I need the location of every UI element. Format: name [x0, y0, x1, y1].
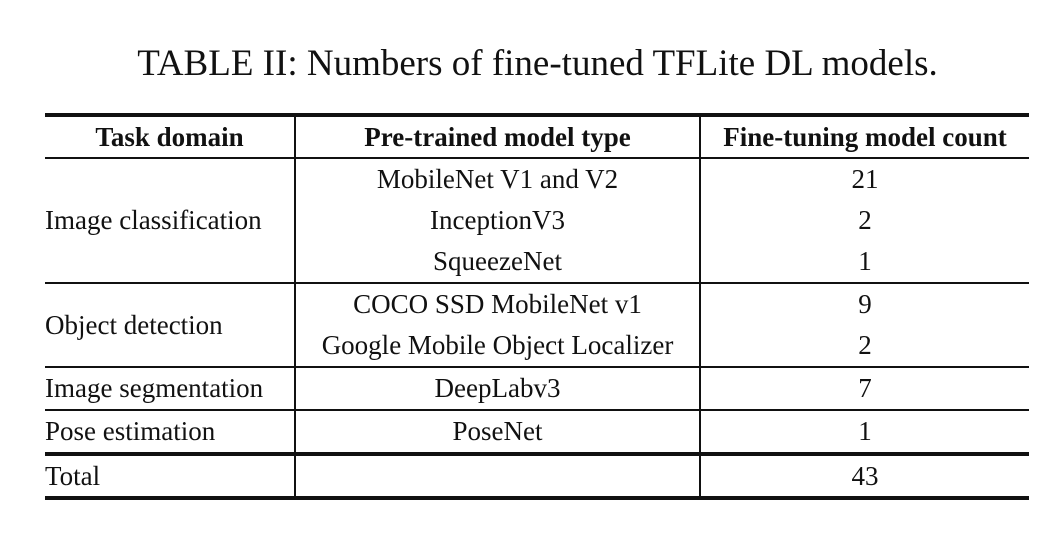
- model-count-cell: 2: [858, 330, 872, 360]
- task-domain-cell: Image classification: [45, 157, 296, 283]
- table-row: Object detection COCO SSD MobileNet v1 9: [45, 282, 1029, 367]
- table-row: Image classification MobileNet V1 and V2…: [45, 157, 1029, 283]
- table-row: InceptionV3 2: [45, 200, 1029, 241]
- model-count-cell: 7: [700, 366, 1029, 410]
- model-type-cell: COCO SSD MobileNet v1: [295, 282, 701, 325]
- model-count-cell: 9: [700, 282, 1029, 325]
- table-row: Image segmentation DeepLabv3 7: [45, 366, 1029, 410]
- header-row: Task domain Pre-trained model type Fine-…: [45, 113, 1029, 159]
- task-domain-cell: Pose estimation: [45, 409, 296, 454]
- total-model-cell: [295, 452, 701, 500]
- model-type-cell: DeepLabv3: [295, 366, 701, 410]
- task-domain-cell: Image segmentation: [45, 366, 296, 410]
- total-label-cell: Total: [45, 452, 296, 500]
- model-count-cell: 21: [700, 157, 1029, 200]
- task-domain-cell: Object detection: [45, 282, 296, 367]
- model-count-table: Task domain Pre-trained model type Fine-…: [45, 113, 1029, 500]
- model-type-cell: MobileNet V1 and V2: [295, 157, 701, 200]
- table-row: SqueezeNet 1: [45, 241, 1029, 283]
- total-count-cell: 43: [700, 452, 1029, 500]
- model-type-cell: Google Mobile Object Localizer: [295, 325, 701, 367]
- model-type-cell: PoseNet: [295, 409, 701, 454]
- model-count-cell: 2: [858, 205, 872, 235]
- model-count-cell: 1: [700, 409, 1029, 454]
- model-count-cell: 1: [858, 246, 872, 276]
- header-task-domain: Task domain: [45, 113, 296, 159]
- model-type-cell: SqueezeNet: [295, 241, 701, 283]
- table-row: Pose estimation PoseNet 1: [45, 409, 1029, 454]
- table-caption: TABLE II: Numbers of fine-tuned TFLite D…: [137, 43, 938, 84]
- model-type-cell: InceptionV3: [295, 200, 701, 241]
- header-model-type: Pre-trained model type: [295, 113, 701, 159]
- total-row: Total 43: [45, 452, 1029, 500]
- header-model-count: Fine-tuning model count: [700, 113, 1029, 159]
- table-row: Google Mobile Object Localizer 2: [45, 325, 1029, 367]
